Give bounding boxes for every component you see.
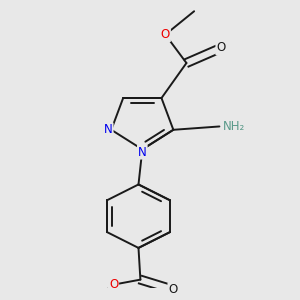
Text: N: N	[138, 146, 147, 159]
Text: O: O	[161, 28, 170, 41]
Text: O: O	[109, 278, 118, 291]
Text: NH₂: NH₂	[223, 120, 245, 133]
Text: N: N	[104, 123, 112, 136]
Text: O: O	[168, 283, 178, 296]
Text: O: O	[216, 41, 226, 55]
